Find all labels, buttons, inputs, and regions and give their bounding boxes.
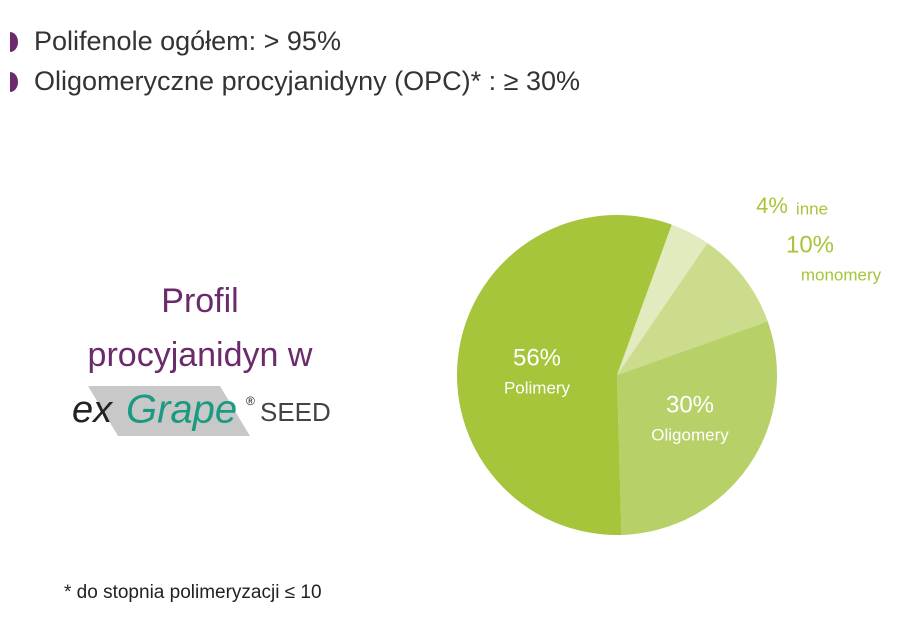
- slice-label: Polimery: [504, 378, 571, 397]
- leader-line: [684, 211, 716, 229]
- logo-mark: ®: [246, 394, 255, 408]
- pie-slice: [617, 242, 768, 375]
- side-title: procyjanidyn w: [88, 336, 313, 374]
- logo-prefix: ex: [72, 389, 114, 431]
- side-title: Profil: [161, 282, 238, 320]
- bullet-text: Polifenole ogółem: > 95%: [34, 26, 341, 56]
- slice-label: Oligomery: [651, 425, 729, 444]
- value-label: 56%: [513, 344, 561, 371]
- pie-chart: 4% inne 10% monomery 30% Oligomery 56% Polimery: [457, 193, 882, 536]
- pie-slice: [457, 215, 672, 536]
- slice-label: monomery: [801, 265, 882, 284]
- value-label: 10%: [786, 231, 834, 258]
- value-label: 4%: [756, 193, 788, 218]
- logo-shape: [88, 386, 250, 436]
- leader-line: [751, 264, 786, 284]
- logo-suffix: SEED: [260, 397, 331, 427]
- footnote: * do stopnia polimeryzacji ≤ 10: [64, 582, 322, 603]
- value-label: 30%: [666, 391, 714, 418]
- bullet-text: Oligomeryczne procyjanidyny (OPC)* : ≥ 3…: [34, 66, 580, 96]
- logo-brand: Grape: [126, 388, 237, 432]
- bullet-marker: [10, 32, 18, 52]
- pie-slice: [617, 321, 777, 535]
- pie-slice: [617, 224, 708, 375]
- bullet-marker: [10, 72, 18, 92]
- slice-label: inne: [796, 199, 828, 218]
